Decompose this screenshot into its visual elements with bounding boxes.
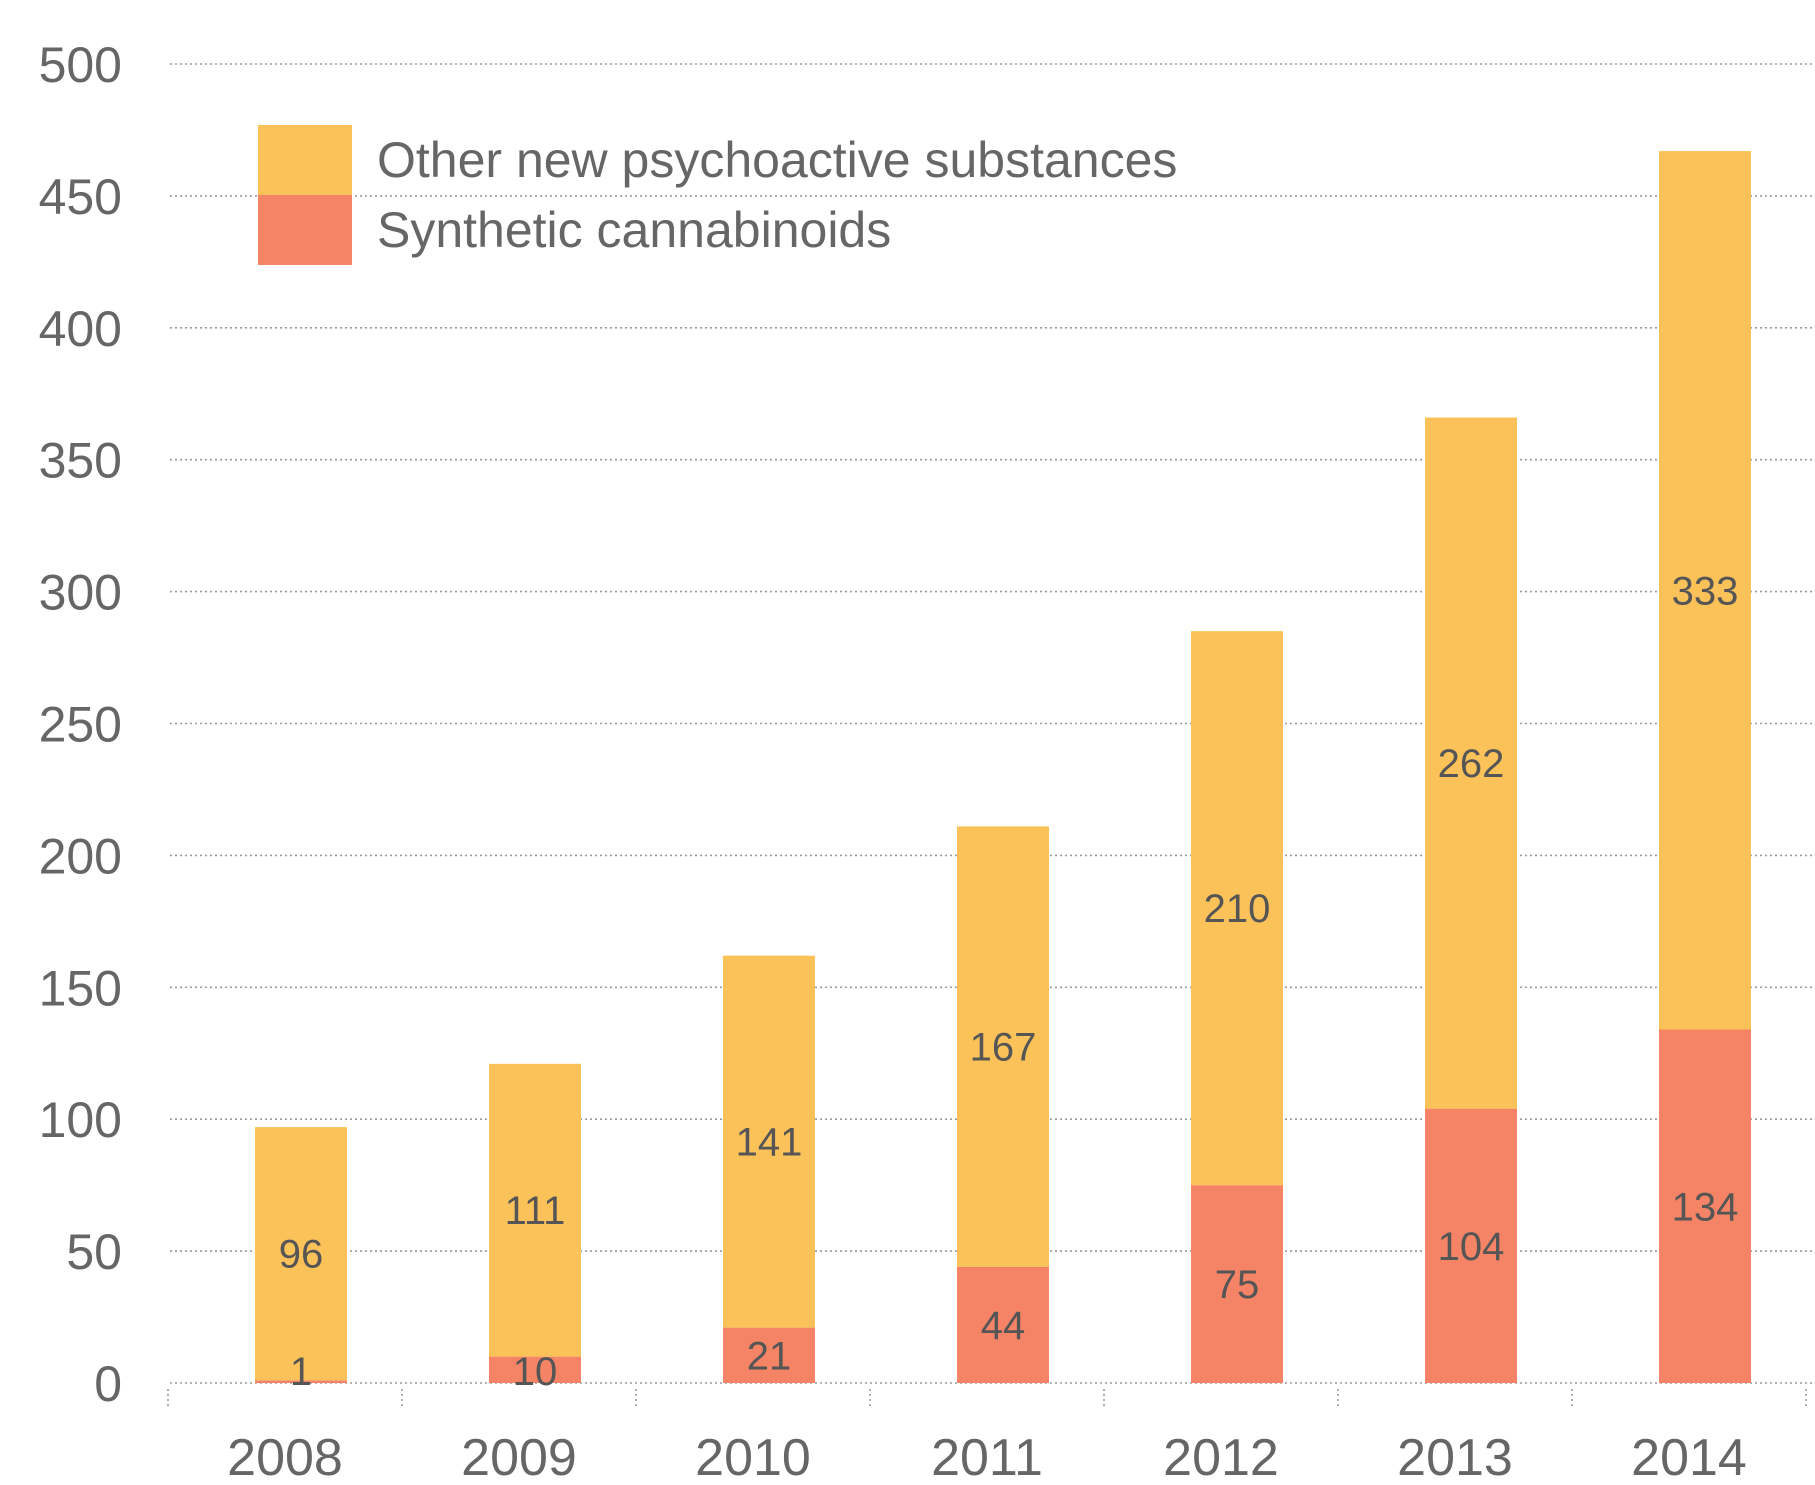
- x-tick-label: 2012: [1163, 1429, 1279, 1485]
- y-tick-label: 500: [39, 37, 122, 93]
- x-tick-label: 2014: [1631, 1429, 1747, 1485]
- y-tick-label: 350: [39, 433, 122, 489]
- data-label: 111: [505, 1189, 566, 1233]
- data-label: 1: [290, 1350, 312, 1394]
- bars-layer: [255, 151, 1751, 1383]
- legend-swatch: [258, 195, 352, 265]
- y-tick-label: 0: [94, 1356, 122, 1412]
- y-tick-label: 50: [66, 1224, 122, 1280]
- y-tick-label: 250: [39, 697, 122, 753]
- data-label: 104: [1438, 1225, 1505, 1269]
- data-label: 10: [513, 1350, 558, 1394]
- x-tick-label: 2010: [695, 1429, 811, 1485]
- legend-label: Synthetic cannabinoids: [377, 202, 891, 258]
- data-label: 333: [1672, 569, 1739, 613]
- data-label: 134: [1672, 1185, 1739, 1229]
- data-label: 44: [981, 1304, 1026, 1348]
- data-label: 141: [736, 1121, 803, 1165]
- data-label: 96: [279, 1233, 324, 1277]
- x-tick-label: 2011: [931, 1429, 1043, 1485]
- legend-swatch: [258, 125, 352, 195]
- data-label: 21: [747, 1334, 792, 1378]
- data-label: 75: [1215, 1263, 1260, 1307]
- x-tick-label: 2013: [1397, 1429, 1513, 1485]
- data-label: 262: [1438, 742, 1505, 786]
- y-tick-label: 400: [39, 301, 122, 357]
- y-tick-label: 150: [39, 960, 122, 1016]
- x-tick-label: 2008: [227, 1429, 343, 1485]
- y-tick-label: 300: [39, 565, 122, 621]
- x-tick-label: 2009: [461, 1429, 577, 1485]
- y-tick-label: 100: [39, 1092, 122, 1148]
- legend: Other new psychoactive substances Synthet…: [258, 125, 1177, 265]
- y-tick-label: 450: [39, 169, 122, 225]
- data-label: 210: [1204, 887, 1271, 931]
- legend-label: Other new psychoactive substances: [377, 132, 1177, 188]
- data-label: 167: [970, 1026, 1037, 1070]
- y-tick-label: 200: [39, 828, 122, 884]
